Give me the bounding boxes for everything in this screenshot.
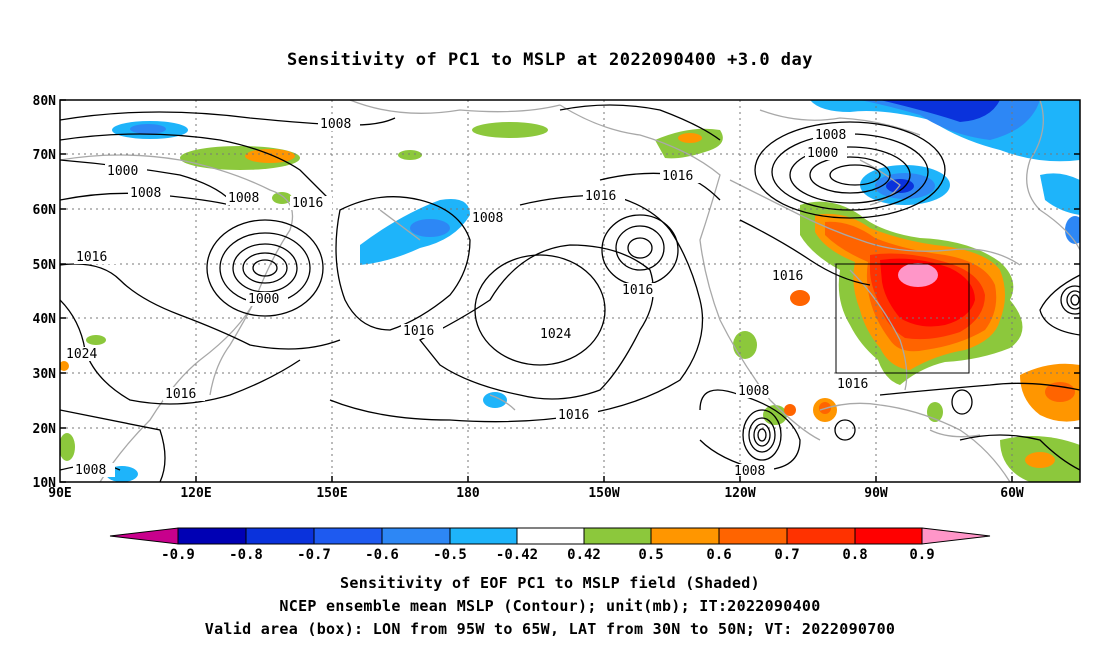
contour-label: 1008 <box>472 211 503 226</box>
contour-label: 1008 <box>815 128 846 143</box>
colorbar-tick: -0.42 <box>496 547 538 563</box>
colorbar-swatch <box>245 527 315 545</box>
colorbar <box>109 527 991 545</box>
contour-label: 1000 <box>107 164 138 179</box>
contour-label: 1008 <box>228 191 259 206</box>
colorbar-tick: 0.6 <box>706 547 731 563</box>
colorbar-left-arrow <box>109 527 179 545</box>
lon-label: 150W <box>588 486 619 501</box>
latitude-labels: 80N 70N 60N 50N 40N 30N 20N 10N <box>33 94 57 491</box>
lon-label: 180 <box>456 486 480 501</box>
colorbar-right-arrow <box>921 527 991 545</box>
contour-label: 1008 <box>75 463 106 478</box>
lat-label: 60N <box>33 203 57 218</box>
lat-label: 70N <box>33 148 57 163</box>
contour-label: 1008 <box>738 384 769 399</box>
colorbar-tick: -0.7 <box>297 547 331 563</box>
colorbar-swatch <box>177 527 247 545</box>
lon-label: 60W <box>1000 486 1024 501</box>
colorbar-tick: -0.5 <box>433 547 467 563</box>
lat-label: 30N <box>33 367 57 382</box>
contour-label: 1008 <box>734 464 765 479</box>
lat-label: 80N <box>33 94 57 109</box>
colorbar-tick: -0.8 <box>229 547 263 563</box>
grid-lines <box>60 100 1080 482</box>
colorbar-tick: 0.8 <box>842 547 867 563</box>
lat-label: 50N <box>33 258 57 273</box>
lat-label: 10N <box>33 476 57 491</box>
coastlines <box>60 100 1080 482</box>
map-layer <box>60 100 1080 482</box>
longitude-labels: 90E 120E 150E 180 150W 120W 90W 60W <box>48 486 1024 501</box>
map-title: Sensitivity of PC1 to MSLP at 2022090400… <box>286 50 813 70</box>
colorbar-tick: -0.9 <box>161 547 195 563</box>
colorbar-swatch <box>516 527 585 545</box>
contour-label: 1016 <box>622 283 653 298</box>
contour-label: 1016 <box>292 196 323 211</box>
colorbar-tick: 0.7 <box>774 547 799 563</box>
lon-label: 120W <box>724 486 755 501</box>
contour-label: 1016 <box>837 377 868 392</box>
contour-label: 1016 <box>165 387 196 402</box>
colorbar-swatch <box>650 527 720 545</box>
contour-label: 1008 <box>320 117 351 132</box>
colorbar-labels: -0.9 -0.8 -0.7 -0.6 -0.5 -0.42 0.42 0.5 … <box>161 547 935 563</box>
colorbar-swatch <box>786 527 856 545</box>
colorbar-swatch <box>854 527 923 545</box>
lon-label: 90E <box>48 486 71 501</box>
colorbar-swatch <box>313 527 383 545</box>
contour-label: 1008 <box>130 186 161 201</box>
contour-labels: 1008 1008 1000 1008 1008 1016 1008 1016 … <box>64 117 877 479</box>
lat-label: 20N <box>33 422 57 437</box>
sensitivity-shading <box>60 100 1080 482</box>
colorbar-swatch <box>718 527 788 545</box>
colorbar-tick: 0.5 <box>638 547 663 563</box>
contour-label: 1016 <box>558 408 589 423</box>
lat-label: 40N <box>33 312 57 327</box>
contour-label: 1016 <box>585 189 616 204</box>
lon-label: 150E <box>316 486 347 501</box>
colorbar-tick: -0.6 <box>365 547 399 563</box>
contour-label: 1016 <box>772 269 803 284</box>
lon-label: 90W <box>864 486 888 501</box>
lon-label: 120E <box>180 486 211 501</box>
colorbar-tick: 0.9 <box>909 547 934 563</box>
contour-label: 1016 <box>76 250 107 265</box>
contour-label: 1016 <box>403 324 434 339</box>
axis-ticks <box>60 99 1080 483</box>
colorbar-swatch <box>381 527 451 545</box>
colorbar-swatch <box>583 527 652 545</box>
contour-label: 1000 <box>248 292 279 307</box>
caption-line-2: NCEP ensemble mean MSLP (Contour); unit(… <box>279 597 821 615</box>
valid-area-box <box>835 263 970 374</box>
caption-line-1: Sensitivity of EOF PC1 to MSLP field (Sh… <box>340 574 760 592</box>
contour-label: 1024 <box>540 327 571 342</box>
contour-label: 1000 <box>807 146 838 161</box>
caption-line-3: Valid area (box): LON from 95W to 65W, L… <box>204 620 896 638</box>
map-frame <box>59 99 1081 483</box>
colorbar-swatch <box>449 527 518 545</box>
contour-label: 1016 <box>662 169 693 184</box>
contour-label: 1024 <box>66 347 97 362</box>
colorbar-tick: 0.42 <box>567 547 601 563</box>
